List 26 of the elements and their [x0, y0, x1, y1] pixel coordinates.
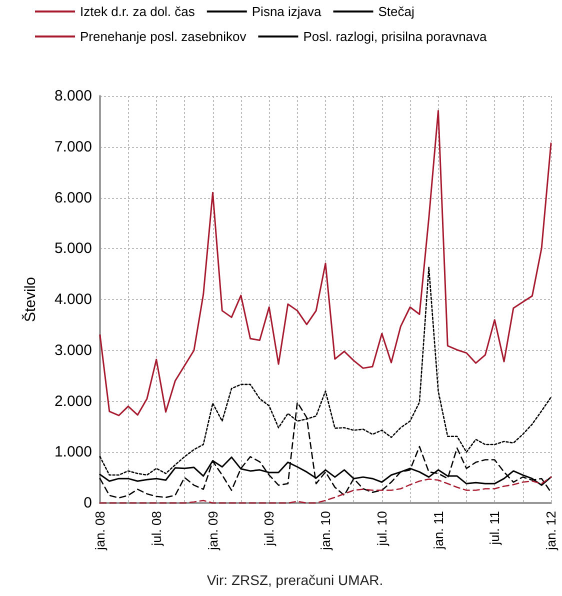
y-tick-label: 2.000 [54, 392, 92, 410]
legend-label: Posl. razlogi, prisilna poravnava [303, 29, 488, 44]
x-tick-label: jul. 11 [487, 511, 502, 546]
y-tick-label: 1.000 [54, 444, 92, 461]
legend-label: Stečaj [378, 4, 414, 19]
y-tick-label: 0 [84, 494, 92, 512]
x-tick-label: jul. 10 [374, 511, 390, 547]
x-tick-label: jan. 10 [318, 511, 333, 552]
y-tick-label: 3.000 [54, 342, 92, 359]
y-axis-title: Število [21, 276, 39, 322]
y-tick-label: 8.000 [54, 88, 92, 104]
text: Vir: ZRSZ, preračuni UMAR. [206, 572, 384, 588]
y-tick-label: 5.000 [54, 240, 92, 258]
y-tick-label: 7.000 [54, 138, 92, 156]
y-tick-label: 6.000 [54, 189, 92, 206]
x-tick-label: jan. 08 [92, 511, 108, 552]
x-tick-label: jan. 11 [430, 511, 446, 550]
x-tick-label: jul. 08 [148, 511, 164, 547]
x-tick-label: jul. 09 [262, 511, 277, 547]
y-tick-label: 4.000 [54, 291, 92, 308]
legend-label: Prenehanje posl. zasebnikov [80, 29, 247, 44]
legend-label: Pisna izjava [252, 4, 322, 19]
legend-label: Iztek d.r. za dol. čas [80, 4, 196, 19]
x-tick-label: jan. 09 [205, 511, 220, 552]
x-tick-label: jan. 12 [544, 511, 558, 552]
line-series [99, 110, 552, 416]
